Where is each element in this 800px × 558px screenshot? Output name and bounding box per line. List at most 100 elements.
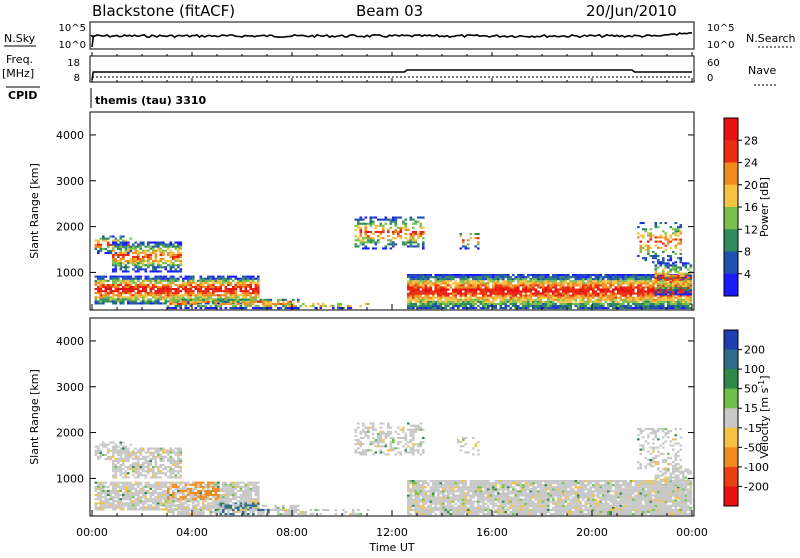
heatmap-cell [412, 289, 415, 291]
heatmap-cell [380, 223, 383, 225]
heatmap-cell [165, 290, 168, 292]
heatmap-cell [677, 282, 680, 284]
nsky-label: N.Sky [4, 32, 36, 45]
heatmap-cell [282, 303, 285, 305]
heatmap-cell [360, 305, 363, 307]
heatmap-cell [242, 303, 245, 305]
heatmap-cell [232, 492, 235, 494]
heatmap-cell [205, 494, 208, 496]
heatmap-cell [540, 284, 543, 286]
heatmap-cell [280, 299, 283, 301]
heatmap-cell [100, 294, 103, 296]
heatmap-cell [650, 274, 653, 276]
heatmap-cell [175, 305, 178, 307]
heatmap-cell [550, 286, 553, 288]
heatmap-cell [520, 293, 523, 295]
heatmap-cell [575, 305, 578, 307]
heatmap-cell [207, 282, 210, 284]
heatmap-cell [195, 486, 198, 488]
heatmap-cell [155, 268, 158, 270]
heatmap-cell [640, 222, 643, 224]
heatmap-cell [197, 301, 200, 303]
heatmap-cell [482, 293, 485, 295]
heatmap-cell [465, 305, 468, 307]
cpid-label: CPID [8, 89, 37, 102]
heatmap-cell [657, 293, 660, 295]
heatmap-cell [125, 466, 128, 468]
heatmap-cell [112, 256, 115, 258]
heatmap-cell [115, 302, 118, 304]
heatmap-cell [415, 221, 418, 223]
heatmap-cell [115, 464, 118, 466]
heatmap-cell [175, 505, 178, 507]
heatmap-cell [127, 242, 130, 244]
heatmap-cell [665, 249, 668, 251]
heatmap-cell [160, 456, 163, 458]
heatmap-cell [360, 235, 363, 237]
heatmap-cell [587, 278, 590, 280]
heatmap-cell [545, 291, 548, 293]
heatmap-cell [562, 280, 565, 282]
heatmap-cell [217, 505, 220, 507]
heatmap-cell [150, 298, 153, 300]
heatmap-cell [112, 260, 115, 262]
heatmap-cell [132, 294, 135, 296]
heatmap-cell [600, 305, 603, 307]
heatmap-cell [107, 298, 110, 300]
heatmap-cell [177, 488, 180, 490]
heatmap-cell [235, 276, 238, 278]
heatmap-cell [255, 299, 258, 301]
heatmap-cell [647, 253, 650, 255]
heatmap-cell [190, 282, 193, 284]
heatmap-cell [195, 288, 198, 290]
heatmap-cell [157, 244, 160, 246]
heatmap-cell [410, 307, 413, 309]
heatmap-cell [117, 504, 120, 506]
heatmap-cell [607, 278, 610, 280]
heatmap-cell [112, 286, 115, 288]
heatmap-cell [592, 293, 595, 295]
heatmap-cell [190, 284, 193, 286]
heatmap-cell [117, 252, 120, 254]
heatmap-cell [102, 506, 105, 508]
heatmap-cell [637, 293, 640, 295]
heatmap-cell [97, 292, 100, 294]
heatmap-cell [167, 490, 170, 492]
heatmap-cell [372, 217, 375, 219]
heatmap-cell [587, 284, 590, 286]
heatmap-cell [207, 278, 210, 280]
heatmap-cell [105, 248, 108, 250]
heatmap-cell [522, 289, 525, 291]
heatmap-cell [150, 288, 153, 290]
heatmap-cell [200, 292, 203, 294]
heatmap-cell [107, 286, 110, 288]
heatmap-cell [587, 276, 590, 278]
heatmap-cell [242, 286, 245, 288]
heatmap-cell [135, 502, 138, 504]
heatmap-cell [185, 486, 188, 488]
heatmap-cell [167, 505, 170, 507]
heatmap-cell [225, 294, 228, 296]
heatmap-cell [535, 293, 538, 295]
heatmap-cell [475, 307, 478, 309]
heatmap-cell [177, 456, 180, 458]
heatmap-cell [145, 270, 148, 272]
heatmap-cell [417, 221, 420, 223]
heatmap-cell [150, 464, 153, 466]
heatmap-cell [467, 291, 470, 293]
heatmap-cell [97, 252, 100, 254]
heatmap-cell [412, 233, 415, 235]
heatmap-cell [100, 246, 103, 248]
heatmap-cell [132, 492, 135, 494]
heatmap-cell [615, 286, 618, 288]
heatmap-cell [680, 303, 683, 305]
heatmap-cell [155, 270, 158, 272]
heatmap-cell [677, 289, 680, 291]
heatmap-cell [557, 291, 560, 293]
heatmap-cell [390, 219, 393, 221]
heatmap-cell [162, 450, 165, 452]
heatmap-cell [180, 502, 183, 504]
heatmap-cell [197, 511, 200, 513]
heatmap-cell [527, 299, 530, 301]
heatmap-cell [585, 282, 588, 284]
